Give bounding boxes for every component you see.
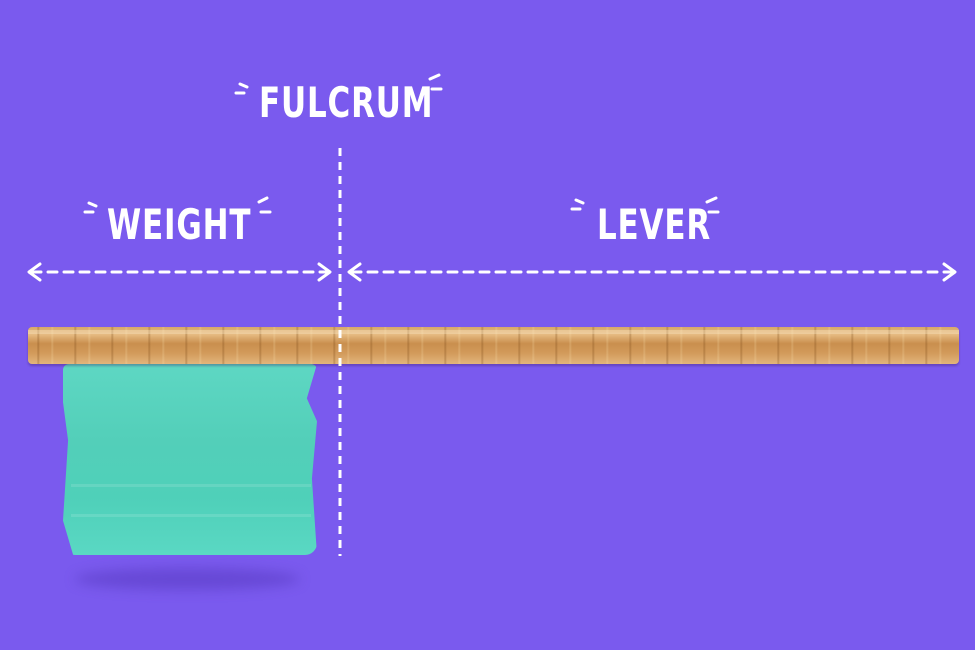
weight-sparkle-icon (83, 196, 272, 214)
lever-sparkle-icon (570, 196, 720, 214)
fulcrum-sparkle-icon (234, 73, 443, 95)
lever-board (28, 327, 959, 364)
weight-block (63, 364, 317, 555)
weight-arrow (27, 262, 332, 282)
fulcrum-label: FULCRUM (259, 78, 434, 127)
weight-ridge (71, 484, 311, 487)
lever-label: LEVER (597, 200, 712, 249)
weight-shadow (75, 568, 300, 590)
weight-ridge (71, 514, 311, 517)
lever-arrow (347, 262, 957, 282)
weight-label: WEIGHT (107, 200, 252, 249)
